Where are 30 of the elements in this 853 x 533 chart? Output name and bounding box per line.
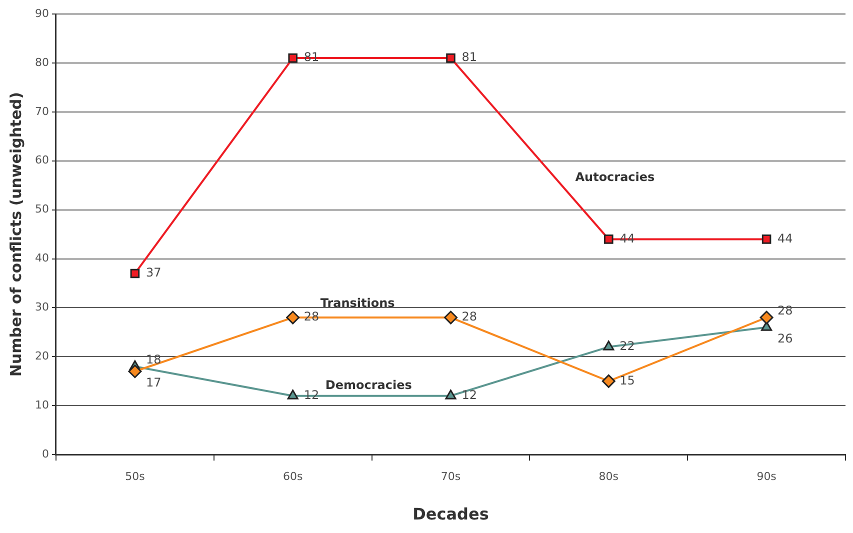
y-axis-title: Number of conflicts (unweighted) [6, 92, 25, 377]
y-tick-label: 40 [34, 252, 49, 265]
x-tick-label: 70s [440, 470, 461, 484]
data-label: 26 [778, 331, 793, 346]
series-label: Transitions [320, 296, 395, 310]
y-tick-label: 90 [34, 6, 49, 20]
data-label: 15 [620, 373, 635, 388]
data-label: 37 [146, 266, 162, 280]
y-tick-label: 20 [34, 350, 49, 363]
data-label: 12 [462, 388, 478, 402]
x-tick-label: 80s [598, 470, 619, 484]
series-label: Autocracies [575, 170, 655, 184]
y-tick-label: 10 [34, 398, 49, 412]
data-label: 17 [146, 376, 162, 390]
data-label: 28 [778, 304, 793, 318]
x-tick-label: 60s [282, 470, 303, 484]
x-tick-label: 90s [756, 470, 777, 484]
series-label: Democracies [325, 378, 412, 392]
data-label: 18 [146, 352, 162, 367]
x-axis-title: Decades [412, 504, 489, 524]
data-label: 28 [462, 310, 478, 324]
x-tick-label: 50s [125, 470, 146, 484]
data-label: 81 [462, 50, 478, 64]
y-tick-label: 30 [34, 300, 49, 314]
y-tick-label: 0 [42, 447, 49, 460]
data-label: 44 [778, 231, 793, 246]
y-tick-label: 80 [34, 56, 49, 69]
y-tick-label: 50 [34, 202, 49, 216]
y-tick-label: 60 [34, 154, 49, 167]
y-tick-label: 70 [34, 104, 49, 118]
